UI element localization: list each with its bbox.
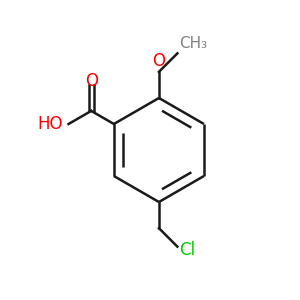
Text: HO: HO [38,115,63,133]
Text: O: O [152,52,165,70]
Text: CH₃: CH₃ [179,36,207,51]
Text: Cl: Cl [179,241,195,259]
Text: O: O [85,72,98,90]
